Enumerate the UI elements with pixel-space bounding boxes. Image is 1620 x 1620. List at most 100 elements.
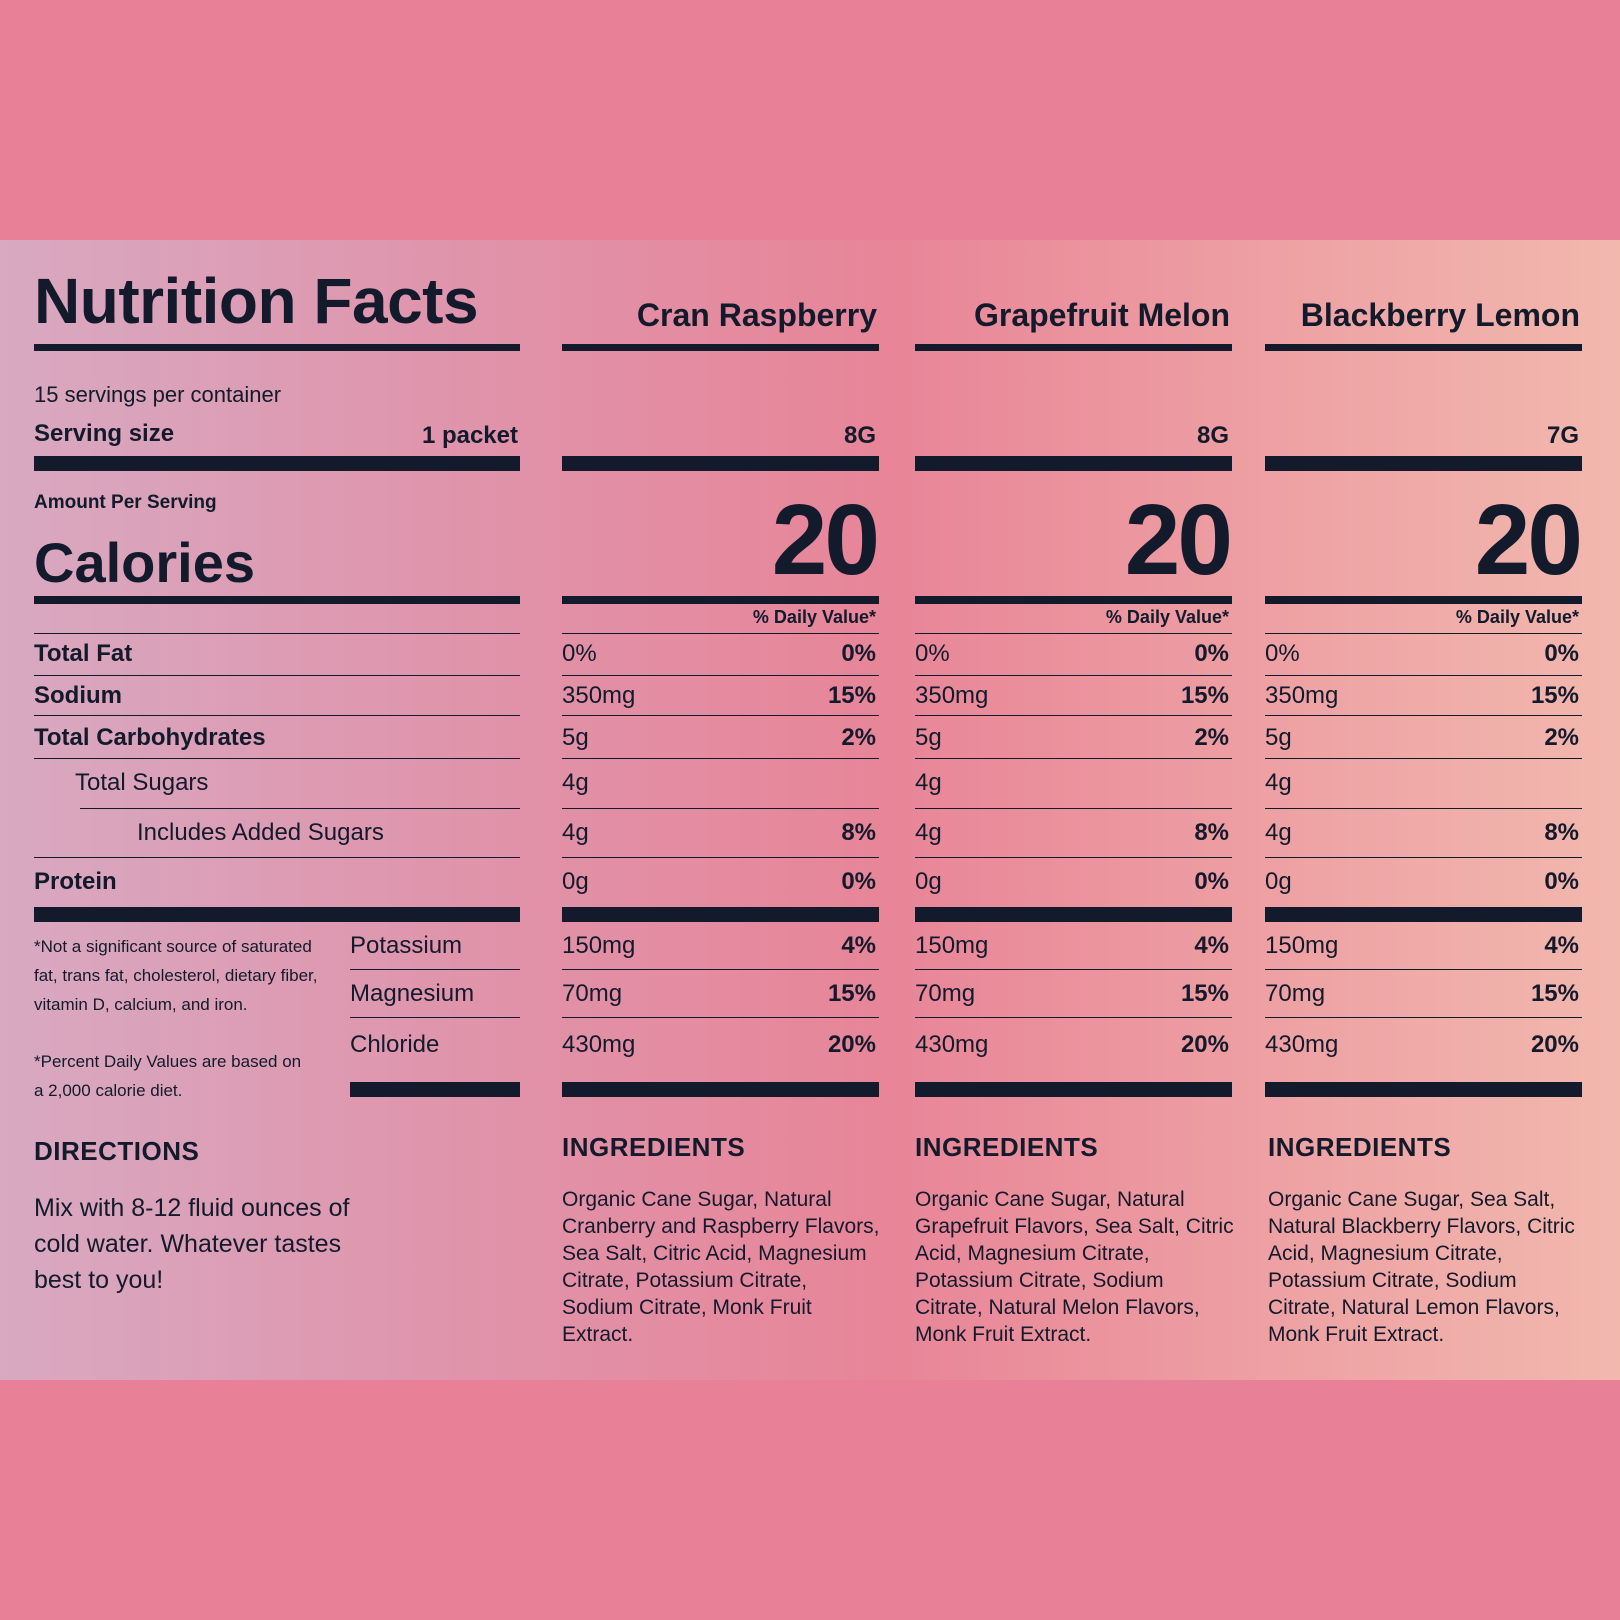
divider xyxy=(350,969,520,970)
total-carbohydrates-dv: 2% xyxy=(1194,724,1229,751)
not-significant-footnote: *Not a significant source of saturated f… xyxy=(34,937,318,1014)
total-fat-dv: 0% xyxy=(1194,640,1229,667)
total-carbohydrates-label: Total Carbohydrates xyxy=(34,724,266,751)
divider xyxy=(1265,857,1582,858)
protein-rule xyxy=(915,907,1232,922)
ingredients-text: Organic Cane Sugar, Sea Salt, Natural Bl… xyxy=(1268,1188,1575,1346)
divider xyxy=(562,1017,879,1018)
calories-label: Calories xyxy=(34,531,255,594)
chloride-amount: 430mg xyxy=(562,1031,636,1058)
magnesium-amount: 70mg xyxy=(1265,980,1326,1007)
sodium-label: Sodium xyxy=(34,682,122,709)
added-sugars-dv: 8% xyxy=(1544,819,1579,846)
divider xyxy=(562,808,879,809)
magnesium-dv: 15% xyxy=(1180,980,1229,1007)
divider xyxy=(915,969,1232,970)
calories-rule xyxy=(1265,596,1582,604)
divider xyxy=(915,1017,1232,1018)
total-carbohydrates-amount: 5g xyxy=(562,724,589,751)
divider xyxy=(1265,633,1582,634)
directions-text: Mix with 8-12 fluid ounces of cold water… xyxy=(34,1194,350,1294)
divider xyxy=(34,633,520,634)
sodium-dv: 15% xyxy=(1530,682,1579,709)
serving-size-label: Serving size xyxy=(34,420,175,447)
added-sugars-amount: 4g xyxy=(1265,819,1292,846)
serving-weight: 7G xyxy=(1546,422,1579,449)
ingredients-heading: INGREDIENTS xyxy=(1268,1132,1452,1162)
ingredients-text: Organic Cane Sugar, Natural Cranberry an… xyxy=(562,1188,880,1346)
serving-weight: 8G xyxy=(843,422,876,449)
flavor-name: Cran Raspberry xyxy=(636,297,877,333)
divider xyxy=(915,675,1232,676)
total-carbohydrates-amount: 5g xyxy=(915,724,942,751)
total-fat-label: Total Fat xyxy=(34,640,133,667)
serving-size-value: 1 packet xyxy=(421,422,518,449)
serving-weight: 8G xyxy=(1196,422,1229,449)
added-sugars-label: Includes Added Sugars xyxy=(137,819,384,846)
total-sugars-amount: 4g xyxy=(1265,769,1292,796)
amount-per-serving: Amount Per Serving xyxy=(34,492,217,513)
calories-value: 20 xyxy=(1124,484,1233,596)
total-fat-amount: 0% xyxy=(562,640,597,667)
added-sugars-amount: 4g xyxy=(562,819,589,846)
calories-rule xyxy=(915,596,1232,604)
total-fat-dv: 0% xyxy=(841,640,876,667)
daily-value-header: % Daily Value* xyxy=(1455,607,1579,627)
magnesium-dv: 15% xyxy=(1530,980,1579,1007)
divider xyxy=(1265,808,1582,809)
total-fat-amount: 0% xyxy=(1265,640,1300,667)
divider xyxy=(562,969,879,970)
sodium-amount: 350mg xyxy=(1265,682,1339,709)
divider xyxy=(915,715,1232,716)
total-fat-dv: 0% xyxy=(1544,640,1579,667)
divider xyxy=(562,675,879,676)
flavor-title-rule xyxy=(915,344,1232,351)
sodium-amount: 350mg xyxy=(562,682,636,709)
calories-rule xyxy=(34,596,520,604)
calories-rule xyxy=(562,596,879,604)
total-sugars-label: Total Sugars xyxy=(75,769,209,796)
calories-value: 20 xyxy=(771,484,880,596)
divider xyxy=(34,715,520,716)
total-carbohydrates-dv: 2% xyxy=(841,724,876,751)
divider xyxy=(915,857,1232,858)
chloride-dv: 20% xyxy=(827,1031,876,1058)
divider xyxy=(34,758,520,759)
potassium-amount: 150mg xyxy=(562,932,636,959)
daily-values-footnote: *Percent Daily Values are based on a 2,0… xyxy=(34,1052,302,1100)
nutrition-facts-title: Nutrition Facts xyxy=(34,265,479,337)
potassium-dv: 4% xyxy=(1194,932,1229,959)
serving-rule xyxy=(34,456,520,471)
protein-dv: 0% xyxy=(841,868,876,895)
divider xyxy=(1265,969,1582,970)
divider xyxy=(915,808,1232,809)
divider xyxy=(562,715,879,716)
protein-rule xyxy=(1265,907,1582,922)
sodium-amount: 350mg xyxy=(915,682,989,709)
divider xyxy=(34,675,520,676)
total-sugars-amount: 4g xyxy=(562,769,589,796)
chloride-label: Chloride xyxy=(350,1031,440,1058)
ingredients-text: Organic Cane Sugar, Natural Grapefruit F… xyxy=(915,1188,1234,1346)
potassium-dv: 4% xyxy=(841,932,876,959)
protein-dv: 0% xyxy=(1194,868,1229,895)
added-sugars-dv: 8% xyxy=(1194,819,1229,846)
directions-heading: DIRECTIONS xyxy=(34,1136,200,1166)
added-sugars-dv: 8% xyxy=(841,819,876,846)
potassium-amount: 150mg xyxy=(915,932,989,959)
minerals-rule xyxy=(562,1082,879,1097)
protein-amount: 0g xyxy=(915,868,942,895)
magnesium-label: Magnesium xyxy=(350,980,475,1007)
protein-rule xyxy=(562,907,879,922)
flavor-title-rule xyxy=(562,344,879,351)
divider xyxy=(1265,1017,1582,1018)
magnesium-dv: 15% xyxy=(827,980,876,1007)
flavor-name: Blackberry Lemon xyxy=(1300,297,1580,333)
divider xyxy=(1265,715,1582,716)
ingredients-heading: INGREDIENTS xyxy=(915,1132,1099,1162)
divider xyxy=(915,758,1232,759)
magnesium-amount: 70mg xyxy=(915,980,976,1007)
serving-rule xyxy=(915,456,1232,471)
minerals-rule xyxy=(915,1082,1232,1097)
chloride-dv: 20% xyxy=(1530,1031,1579,1058)
